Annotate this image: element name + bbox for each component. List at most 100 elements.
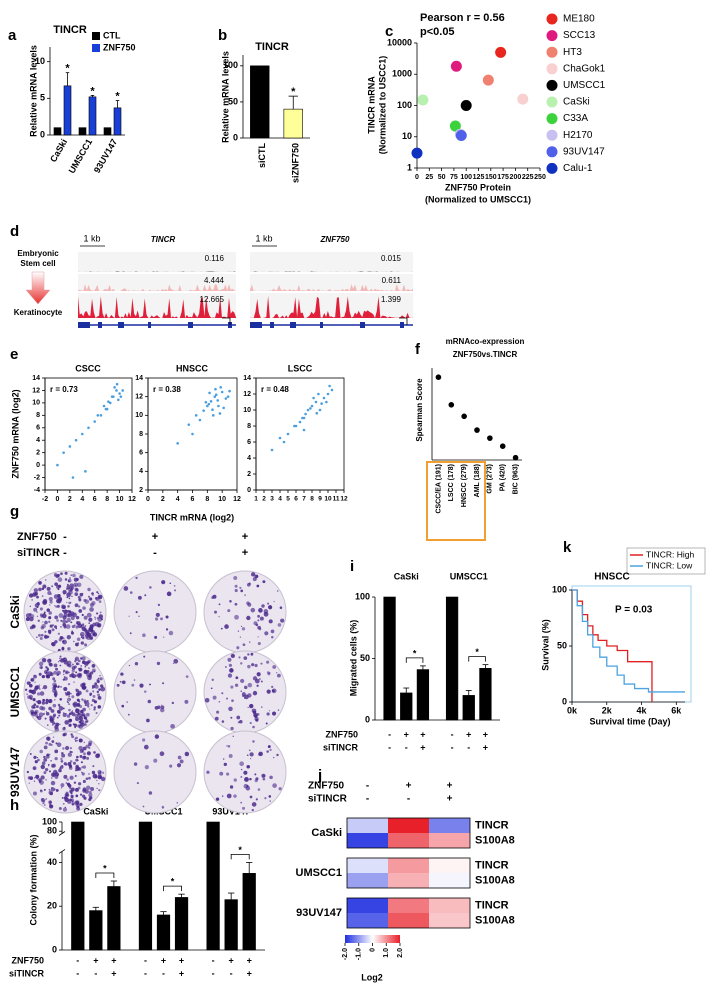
colony (47, 591, 52, 596)
heat-cell (388, 873, 429, 888)
colony (76, 739, 78, 742)
colony (44, 579, 47, 581)
colony (75, 766, 80, 771)
colony (79, 592, 84, 597)
x-tick-label: 25 (425, 174, 433, 181)
colony (39, 691, 45, 696)
colony (41, 613, 47, 619)
point (325, 400, 328, 404)
colony (94, 621, 100, 627)
colony (94, 682, 98, 686)
colony (89, 602, 95, 608)
colony (65, 620, 68, 624)
colony (64, 578, 68, 581)
exon (118, 322, 124, 328)
colony (257, 619, 260, 622)
colony (96, 779, 98, 782)
colony (271, 685, 274, 689)
x-tick-label: AML (188) (474, 464, 481, 497)
condition-mark: + (242, 531, 248, 543)
colony (96, 753, 100, 757)
legend-marker (546, 162, 558, 174)
colony (100, 776, 106, 782)
colony (77, 759, 79, 761)
colony (71, 800, 74, 803)
colony (39, 789, 43, 793)
colony (68, 708, 71, 712)
colony (268, 605, 273, 610)
point (328, 384, 331, 388)
colony (96, 591, 99, 594)
colony (70, 792, 73, 795)
colony (51, 642, 56, 647)
colony (88, 790, 92, 794)
y-tick-label: 50 (360, 653, 370, 663)
point (228, 389, 231, 393)
colony (272, 665, 277, 669)
colony (268, 710, 271, 712)
colony (257, 614, 261, 618)
row-group: 93UV147 (296, 907, 342, 919)
colony (135, 611, 138, 614)
point (74, 438, 78, 442)
colony (97, 592, 100, 595)
colony (46, 724, 49, 726)
panel-label: b (218, 27, 227, 44)
colony (256, 584, 260, 588)
colony (31, 598, 34, 601)
y-tick-label: 2 (247, 471, 251, 478)
row-group: UMSCC1 (296, 867, 342, 879)
colony (69, 747, 73, 750)
bar (53, 127, 62, 136)
colorbar-tick-label: 1.0 (383, 948, 390, 958)
bar (78, 127, 87, 136)
colony (73, 624, 76, 627)
heat-cell (429, 858, 470, 873)
colony (57, 703, 61, 707)
colony (230, 716, 233, 719)
condition-mark: - (451, 742, 454, 752)
colony (74, 740, 77, 742)
colony (162, 807, 164, 809)
colony (67, 605, 70, 608)
cell-line-label: 93UV147 (8, 747, 22, 797)
colony (75, 787, 79, 792)
colony (160, 704, 163, 706)
significance: * (103, 863, 107, 873)
colony (56, 673, 60, 677)
panel-label: j (317, 767, 322, 784)
colony (218, 616, 220, 618)
colony (47, 658, 52, 663)
heat-cell (347, 818, 388, 833)
panel-label: k (563, 539, 572, 556)
colony (45, 698, 49, 702)
y-tick-label: 0 (233, 132, 238, 142)
colony (250, 572, 256, 577)
colony (154, 734, 160, 739)
legend-marker (546, 46, 558, 58)
colony (142, 738, 146, 742)
colony (42, 584, 47, 589)
colony (58, 768, 62, 773)
colony (134, 662, 139, 666)
y-axis-label: Survival (%) (540, 619, 550, 671)
colony (44, 630, 47, 633)
colony (33, 674, 37, 679)
point (320, 402, 323, 405)
colony (50, 786, 53, 790)
colony (54, 756, 58, 761)
colony (74, 716, 80, 722)
point (226, 395, 230, 398)
colony (65, 782, 68, 784)
colony (153, 758, 158, 763)
group-label: 93UV147 (212, 806, 250, 816)
colony (240, 625, 243, 627)
tss-arrow (399, 317, 408, 325)
significance: * (171, 877, 175, 887)
colony (93, 708, 96, 711)
colony (63, 686, 68, 691)
colony (59, 697, 63, 701)
colony (71, 669, 75, 673)
colony (59, 657, 61, 659)
x-tick-label: -2 (42, 496, 48, 503)
